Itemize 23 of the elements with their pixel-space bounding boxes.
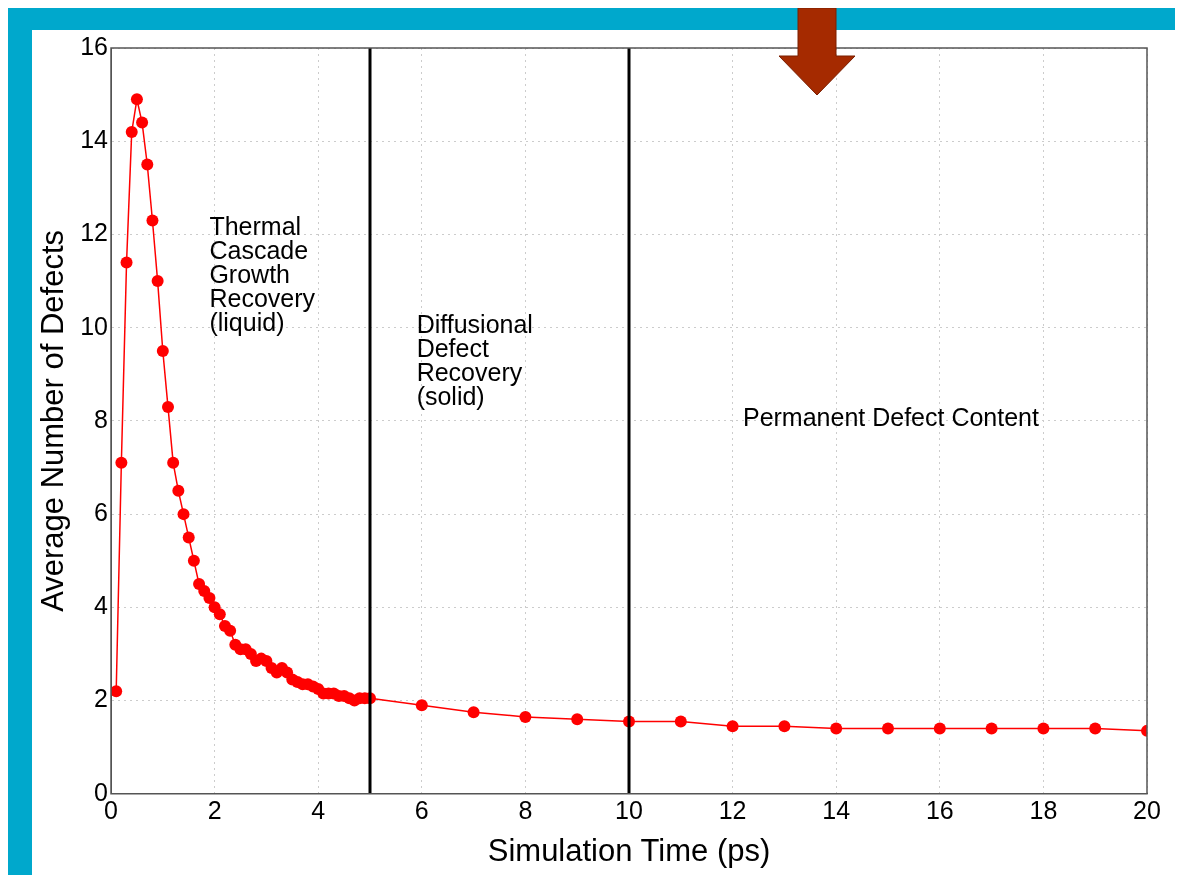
- x-tick-label: 8: [518, 795, 533, 824]
- y-tick-label: 2: [94, 684, 109, 713]
- x-tick-label: 20: [1133, 795, 1161, 824]
- y-axis-title: Average Number of Defects: [35, 229, 71, 612]
- x-tick-label: 6: [414, 795, 429, 824]
- y-tick-label: 12: [80, 218, 109, 247]
- y-tick-label: 6: [94, 498, 109, 527]
- x-tick-label: 14: [822, 795, 851, 824]
- x-tick-label: 10: [615, 795, 643, 824]
- x-tick-label: 18: [1029, 795, 1058, 824]
- x-tick-label: 2: [207, 795, 222, 824]
- x-tick-label: 12: [718, 795, 747, 824]
- y-tick-label: 16: [80, 31, 109, 60]
- x-tick-label: 16: [925, 795, 954, 824]
- annotation: Diffusional Defect Recovery (solid): [416, 310, 533, 411]
- y-tick-label: 14: [80, 125, 109, 154]
- y-tick-label: 10: [80, 311, 109, 340]
- annotation: Permanent Defect Content: [742, 403, 1040, 432]
- y-tick-label: 8: [94, 404, 109, 433]
- x-axis-title: Simulation Time (ps): [487, 832, 771, 868]
- annotation: Thermal Cascade Growth Recovery (liquid): [209, 212, 316, 337]
- y-tick-label: 4: [94, 591, 109, 620]
- x-tick-label: 4: [311, 795, 326, 824]
